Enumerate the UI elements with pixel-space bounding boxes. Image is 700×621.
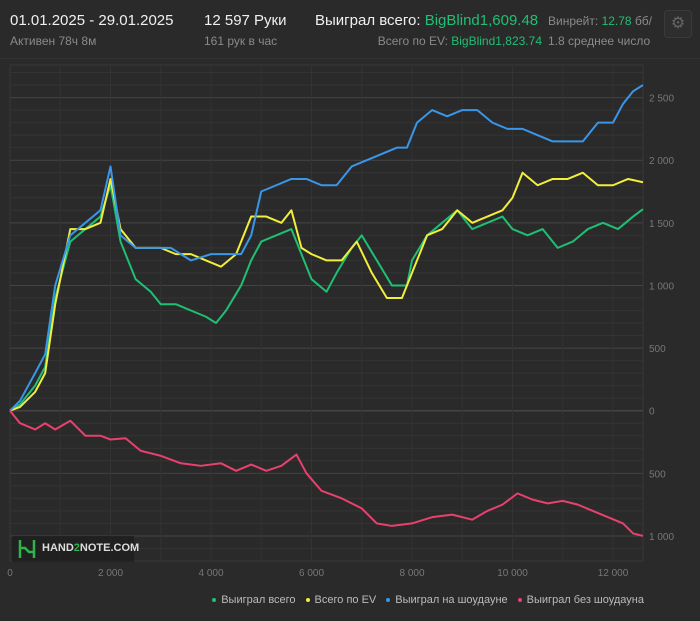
y-tick-label: 2 500	[649, 94, 674, 105]
legend-label: Выиграл на шоудауне	[395, 594, 508, 606]
x-tick-label: 6 000	[299, 568, 324, 579]
x-tick-label: 4 000	[198, 568, 223, 579]
winrate-value: 12.78	[601, 14, 632, 28]
legend-dot-icon	[305, 598, 310, 603]
y-tick-label: 1 000	[649, 532, 674, 543]
hand2note-logo: HAND2NOTE.COM	[12, 536, 139, 562]
hands-per-hour: 161 рук в час	[204, 34, 278, 48]
winrate: Винрейт: 12.78 бб/	[548, 14, 652, 28]
ev-value: BigBlind1,823.74	[451, 34, 542, 48]
summary-header: 01.01.2025 - 29.01.2025 Активен 78ч 8м 1…	[0, 0, 700, 59]
y-tick-label: 2 000	[649, 156, 674, 167]
legend-dot-icon	[517, 598, 522, 603]
date-range: 01.01.2025 - 29.01.2025	[10, 12, 174, 29]
legend-item[interactable]: Всего по EV	[305, 594, 377, 606]
y-tick-label: 0	[649, 407, 655, 418]
logo-icon	[18, 540, 36, 558]
legend-item[interactable]: Выиграл без шоудауна	[517, 594, 644, 606]
won-total-value: BigBlind1,609.48	[424, 12, 539, 29]
series-line	[9, 184, 644, 412]
series-line	[9, 410, 644, 537]
winrate-unit: бб/	[634, 14, 653, 28]
hands-count: 12 597 Руки	[204, 12, 287, 29]
legend-dot-icon	[386, 598, 391, 603]
y-tick-label: 500	[649, 469, 666, 480]
legend-item[interactable]: Выиграл на шоудауне	[386, 594, 508, 606]
logo-text: HAND2NOTE.COM	[42, 542, 140, 554]
winrate-label: Винрейт:	[548, 14, 599, 28]
y-tick-label: 1 000	[649, 281, 674, 292]
legend-dot-icon	[212, 598, 217, 603]
active-time: Активен 78ч 8м	[10, 34, 97, 48]
y-tick-label: 1 500	[649, 219, 674, 230]
ev-label: Всего по EV:	[377, 34, 448, 48]
series-line	[9, 84, 644, 412]
chart-legend: Выиграл всего Всего по EV Выиграл на шоуда…	[212, 594, 644, 606]
winrate-sub: 1.8 среднее число	[548, 34, 651, 48]
ev-total: Всего по EV: BigBlind1,823.74	[378, 34, 542, 48]
legend-label: Всего по EV	[314, 594, 377, 606]
y-tick-label: 500	[649, 344, 666, 355]
series-line	[9, 171, 644, 412]
legend-label: Выиграл без шоудауна	[526, 594, 644, 606]
won-total-label: Выиграл всего:	[315, 12, 421, 29]
won-total: Выиграл всего: BigBlind1,609.48	[315, 12, 538, 29]
x-tick-label: 2 000	[98, 568, 123, 579]
legend-item[interactable]: Выиграл всего	[212, 594, 296, 606]
x-tick-label: 12 000	[598, 568, 629, 579]
x-tick-label: 10 000	[497, 568, 528, 579]
gear-icon[interactable]: ⚙	[664, 10, 692, 38]
x-tick-label: 0	[7, 568, 13, 579]
x-tick-label: 8 000	[399, 568, 424, 579]
legend-label: Выиграл всего	[221, 594, 296, 606]
